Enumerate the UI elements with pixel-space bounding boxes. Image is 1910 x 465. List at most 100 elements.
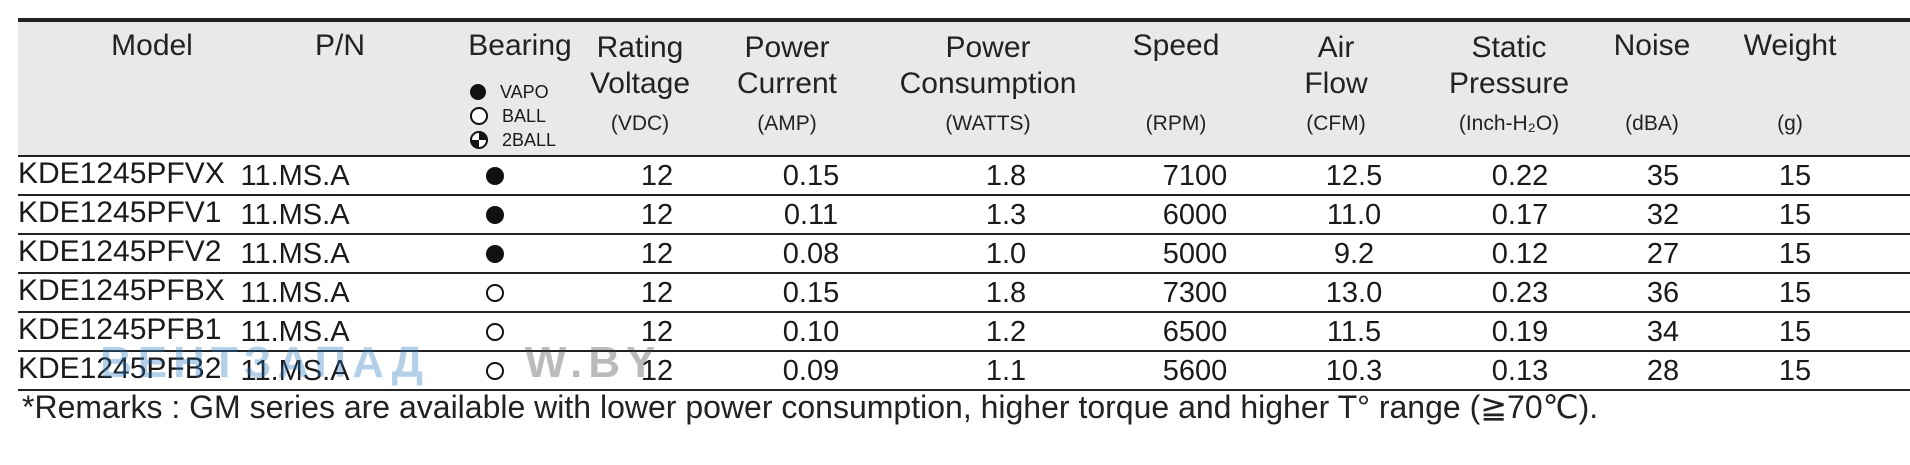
- table-row: KDE1245PFV2 11.MS.A 12 0.08 1.0 5000 9.2 0.12 27…: [18, 235, 1910, 274]
- open-circle-icon: [486, 284, 504, 302]
- cell-speed: 7300: [1162, 277, 1228, 309]
- header-name: Model: [111, 29, 193, 62]
- cell-voltage: 12: [640, 238, 674, 270]
- header-unit: (RPM): [1145, 112, 1207, 135]
- cell-speed: 6500: [1162, 316, 1228, 348]
- table-header: Model P/N Bearing VAPO BALL 2BALL Rating Volta…: [18, 22, 1910, 157]
- header-cell: Model: [22, 22, 282, 155]
- cell-model: KDE1245PFB1: [18, 313, 222, 346]
- cell-pressure: 0.13: [1491, 355, 1549, 387]
- open-circle-icon: [486, 323, 504, 341]
- table-body: KDE1245PFVX 11.MS.A 12 0.15 1.8 7100 12.5 0.22 3…: [18, 157, 1910, 391]
- cell-pn: 11.MS.A: [240, 277, 350, 309]
- header-unit: (CFM): [1306, 112, 1366, 135]
- cell-airflow: 9.2: [1333, 238, 1375, 270]
- bearing-legend-label: 2BALL: [502, 130, 557, 150]
- header-name: Static Pressure: [1448, 31, 1570, 100]
- cell-weight: 15: [1778, 199, 1812, 231]
- cell-noise: 34: [1646, 316, 1680, 348]
- top-rule: [18, 18, 1910, 22]
- cell-model: KDE1245PFB2: [18, 352, 222, 385]
- cell-bearing: [415, 354, 575, 388]
- header-cell: Power Current (AMP): [657, 22, 917, 155]
- watermark-left: ВЕНТЗАПАД: [100, 338, 429, 387]
- header-name: Bearing: [468, 29, 572, 62]
- header-unit: (WATTS): [945, 112, 1031, 135]
- header-cell: Noise (dBA): [1522, 22, 1782, 155]
- header-name: Weight: [1743, 29, 1837, 62]
- cell-model: KDE1245PFV2: [18, 235, 222, 268]
- cell-voltage: 12: [640, 277, 674, 309]
- cell-voltage: 12: [640, 160, 674, 192]
- cell-noise: 36: [1646, 277, 1680, 309]
- cell-current: 0.11: [783, 199, 839, 231]
- table-row: KDE1245PFB1 11.MS.A 12 0.10 1.2 6500 11.5 0.19 3…: [18, 313, 1910, 352]
- filled-circle-icon: [486, 245, 504, 263]
- watermark-right: W.BY: [524, 338, 662, 387]
- cell-airflow: 12.5: [1325, 160, 1383, 192]
- filled-circle-icon: [486, 167, 504, 185]
- cell-bearing: [415, 276, 575, 310]
- header-cell: Bearing VAPO BALL 2BALL: [390, 22, 650, 155]
- header-name: Speed: [1132, 29, 1220, 62]
- bearing-legend-label: BALL: [502, 106, 547, 126]
- cell-airflow: 11.0: [1326, 199, 1382, 231]
- cell-power: 1.3: [985, 199, 1027, 231]
- cell-voltage: 12: [640, 199, 674, 231]
- cell-pn: 11.MS.A: [240, 355, 350, 387]
- header-cell: Weight (g): [1660, 22, 1910, 155]
- cell-current: 0.09: [782, 355, 840, 387]
- header-cell: Air Flow (CFM): [1206, 22, 1466, 155]
- cell-bearing: [415, 237, 575, 271]
- header-name: Power Consumption: [899, 31, 1077, 100]
- cell-power: 1.8: [985, 277, 1027, 309]
- table-row: KDE1245PFVX 11.MS.A 12 0.15 1.8 7100 12.5 0.22 3…: [18, 157, 1910, 196]
- cell-pn: 11.MS.A: [240, 238, 350, 270]
- header-cell: Power Consumption (WATTS): [858, 22, 1118, 155]
- header-unit: (Inch-H₂O): [1458, 112, 1560, 135]
- cell-speed: 5000: [1162, 238, 1228, 270]
- cell-current: 0.15: [782, 277, 840, 309]
- cell-weight: 15: [1778, 160, 1812, 192]
- cell-weight: 15: [1778, 238, 1812, 270]
- cell-noise: 27: [1646, 238, 1680, 270]
- cell-current: 0.08: [782, 238, 840, 270]
- cell-model: KDE1245PFBX: [18, 274, 225, 307]
- cell-pn: 11.MS.A: [240, 316, 350, 348]
- bearing-legend-label: VAPO: [500, 82, 549, 102]
- cell-current: 0.10: [782, 316, 840, 348]
- cell-pressure: 0.19: [1491, 316, 1549, 348]
- header-name: Rating Voltage: [589, 31, 691, 100]
- cell-noise: 32: [1646, 199, 1680, 231]
- cell-current: 0.15: [782, 160, 840, 192]
- cell-voltage: 12: [640, 355, 674, 387]
- cell-noise: 28: [1646, 355, 1680, 387]
- open-circle-icon: [486, 362, 504, 380]
- bearing-legend: VAPO BALL 2BALL: [470, 80, 556, 152]
- filled-circle-icon: [470, 84, 486, 100]
- header-cell: Speed (RPM): [1046, 22, 1306, 155]
- cell-voltage: 12: [640, 316, 674, 348]
- cell-airflow: 11.5: [1326, 316, 1382, 348]
- cell-pressure: 0.12: [1491, 238, 1549, 270]
- cell-weight: 15: [1778, 355, 1812, 387]
- filled-circle-icon: [486, 206, 504, 224]
- cell-speed: 5600: [1162, 355, 1228, 387]
- table-row: KDE1245PFB2 11.MS.A 12 0.09 1.1 5600 10.3 0.13 2…: [18, 352, 1910, 391]
- cell-pressure: 0.22: [1491, 160, 1549, 192]
- half-circle-icon: [470, 131, 488, 149]
- header-name: P/N: [314, 29, 365, 62]
- header-cell: P/N: [210, 22, 470, 155]
- cell-pn: 11.MS.A: [240, 199, 350, 231]
- cell-weight: 15: [1778, 277, 1812, 309]
- header-unit: (AMP): [757, 112, 817, 135]
- table-row: KDE1245PFBX 11.MS.A 12 0.15 1.8 7300 13.0 0.23 3…: [18, 274, 1910, 313]
- cell-pressure: 0.17: [1491, 199, 1549, 231]
- bearing-legend-item: BALL: [470, 104, 556, 128]
- cell-power: 1.8: [985, 160, 1027, 192]
- table-row: KDE1245PFV1 11.MS.A 12 0.11 1.3 6000 11.0 0.17 3…: [18, 196, 1910, 235]
- header-unit: (g): [1777, 112, 1803, 135]
- cell-bearing: [415, 159, 575, 193]
- header-unit: (dBA): [1625, 112, 1679, 135]
- bearing-legend-item: VAPO: [470, 80, 556, 104]
